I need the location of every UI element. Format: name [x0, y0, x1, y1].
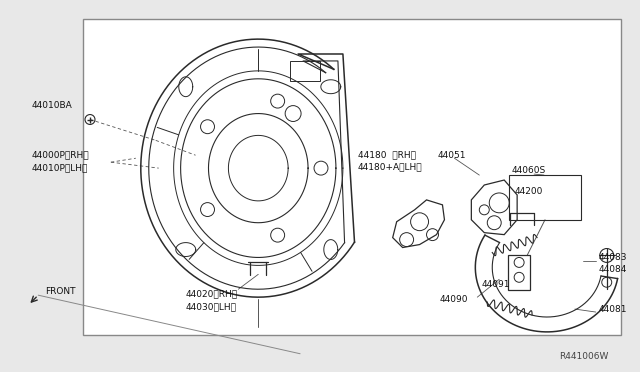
Text: 44030〈LH〉: 44030〈LH〉 [186, 302, 237, 312]
FancyBboxPatch shape [83, 19, 621, 335]
Text: 44180+A〈LH〉: 44180+A〈LH〉 [358, 163, 422, 171]
Bar [509, 175, 581, 220]
Text: 44180  〈RH〉: 44180 〈RH〉 [358, 151, 416, 160]
Text: 44010P〈LH〉: 44010P〈LH〉 [31, 164, 88, 173]
Text: 44200: 44200 [514, 187, 543, 196]
Text: 44081: 44081 [599, 305, 627, 314]
Text: 44084: 44084 [599, 265, 627, 274]
Text: 44090: 44090 [440, 295, 468, 304]
Text: 44020〈RH〉: 44020〈RH〉 [186, 290, 237, 299]
Text: 44010BA: 44010BA [31, 101, 72, 110]
Text: 44091: 44091 [481, 280, 510, 289]
Text: 44083: 44083 [599, 253, 627, 262]
Text: R441006W: R441006W [559, 352, 609, 361]
Text: 44060S: 44060S [511, 166, 545, 174]
Text: 44000P〈RH〉: 44000P〈RH〉 [31, 151, 89, 160]
Text: 44051: 44051 [438, 151, 466, 160]
Text: FRONT: FRONT [45, 287, 76, 296]
Bar [508, 256, 530, 290]
Bar [290, 61, 320, 81]
